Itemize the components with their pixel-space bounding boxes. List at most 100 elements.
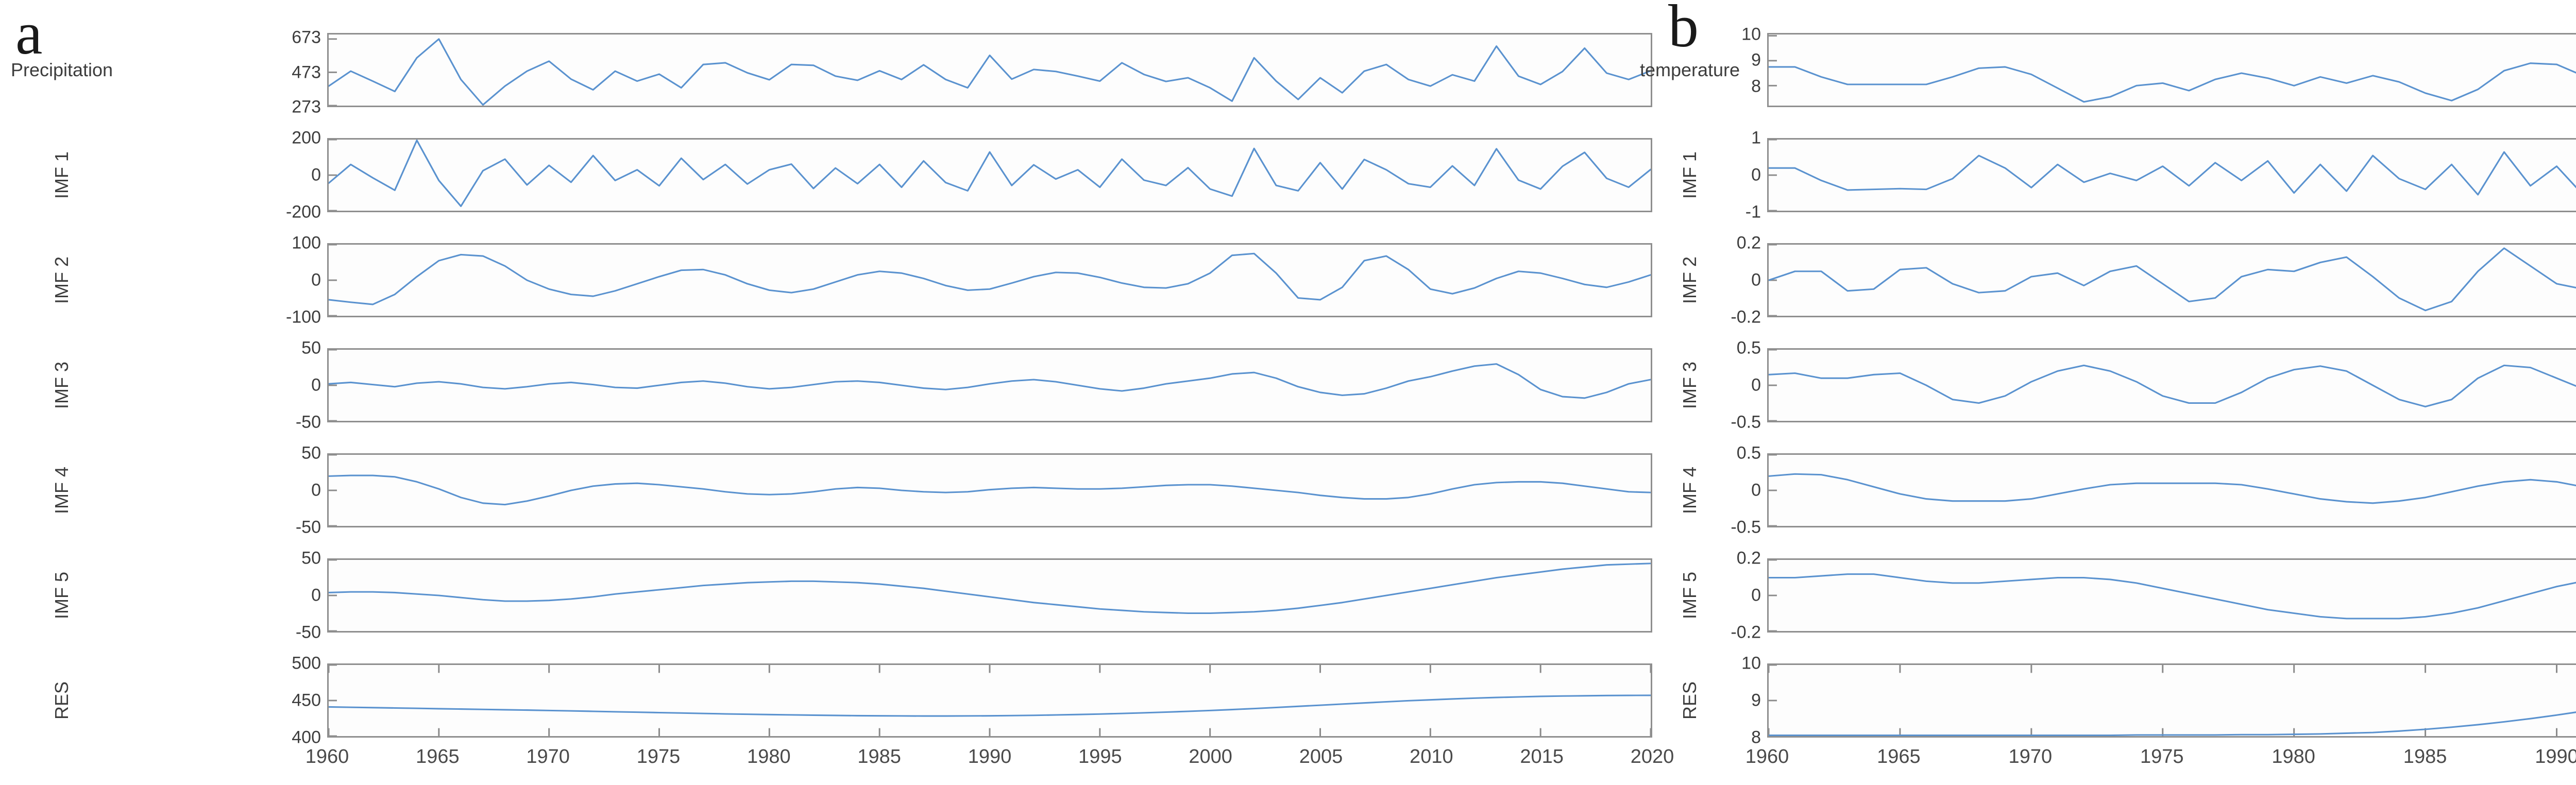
plot-area-a-row-5 [327, 558, 1652, 633]
y-tick-label: 0 [311, 270, 321, 290]
plot-area-b-row-3 [1767, 348, 2576, 422]
y-tick-labels: 0.2 0 -0.2 [1723, 233, 1767, 327]
x-tick-label: 1990 [2535, 746, 2576, 767]
y-tick-label: -1 [1745, 202, 1761, 222]
plot-area-a-row-2 [327, 243, 1652, 317]
y-tick-label: 0.2 [1736, 548, 1761, 568]
y-axis-label-text: Precipitation [10, 59, 113, 80]
y-axis-label-text: IMF 3 [1679, 361, 1700, 409]
y-tick-labels: 1 0 -1 [1723, 128, 1767, 222]
plot-area-a-row-3 [327, 348, 1652, 422]
y-tick-label: 200 [292, 128, 321, 148]
x-tick-label: 1990 [968, 746, 1012, 767]
x-tick-label: 1965 [1877, 746, 1921, 767]
y-tick-label: 450 [292, 690, 321, 710]
y-tick-label: 8 [1751, 76, 1761, 96]
panel-b-letter: b [1668, 0, 1699, 60]
y-tick-label: -50 [295, 622, 321, 642]
y-axis-label-text: IMF 4 [1679, 466, 1700, 515]
y-tick-label: 400 [292, 727, 321, 747]
data-line-imf-5 [329, 562, 1651, 615]
plot-area-b-row-5 [1767, 558, 2576, 633]
y-axis-label-text: IMF 1 [1679, 151, 1700, 199]
y-tick-label: 0 [311, 480, 321, 500]
y-tick-label: 0 [311, 585, 321, 605]
y-tick-label: 9 [1751, 50, 1761, 70]
y-tick-label: 0 [1751, 165, 1761, 185]
plot-area-b-row-4 [1767, 453, 2576, 527]
x-tick-label: 1965 [416, 746, 460, 767]
y-axis-label-text: RES [51, 681, 72, 720]
y-tick-label: 0 [311, 375, 321, 395]
data-line-imf-3 [1769, 364, 2576, 407]
data-line-precipitation [329, 38, 1651, 106]
y-tick-label: -100 [285, 307, 321, 327]
y-axis-label-res: RES [1656, 663, 1723, 738]
y-tick-label: 0 [1751, 375, 1761, 395]
y-tick-label: -50 [295, 412, 321, 432]
data-line-imf-2 [1769, 247, 2576, 312]
y-tick-label: 0.5 [1736, 338, 1761, 358]
y-axis-label-temperature: temperature [1640, 33, 1740, 107]
data-line-temperature [1769, 62, 2576, 103]
x-tick-label: 1980 [2272, 746, 2315, 767]
y-tick-labels: 10 9 8 [1723, 654, 1767, 747]
y-tick-label: 273 [292, 97, 321, 117]
data-line-imf-1 [1769, 151, 2576, 196]
data-line-imf-1 [329, 140, 1651, 207]
plot-area-a-row-0 [327, 33, 1652, 107]
y-tick-label: -0.5 [1731, 412, 1761, 432]
y-axis-label-imf-2: IMF 2 [0, 243, 124, 317]
panel-a-letter: a [15, 0, 43, 67]
y-axis-label-text: IMF 2 [50, 256, 72, 304]
x-tick-label: 2010 [1410, 746, 1453, 767]
y-tick-labels: 50 0 -50 [124, 338, 327, 432]
x-tick-label: 1985 [857, 746, 901, 767]
y-tick-label: 0 [1751, 270, 1761, 290]
y-axis-label-text: IMF 4 [50, 466, 72, 515]
y-tick-label: 100 [292, 233, 321, 253]
panel-a-precipitation-decomposition: Precipitation 673 473 273 IMF 1 200 0 -200 IMF 2… [0, 28, 1674, 777]
x-tick-label: 2020 [1630, 746, 1674, 767]
data-line-imf-5 [1769, 573, 2576, 620]
y-tick-labels: 100 0 -100 [124, 233, 327, 327]
y-axis-label-imf-5: IMF 5 [0, 558, 124, 633]
y-tick-label: 1 [1751, 128, 1761, 148]
data-line-imf-2 [329, 252, 1651, 305]
plot-area-a-row-6 [327, 663, 1652, 738]
plot-area-b-row-6 [1767, 663, 2576, 738]
y-tick-label: 10 [1741, 653, 1761, 673]
y-tick-label: 500 [292, 653, 321, 673]
y-axis-label-imf-2: IMF 2 [1656, 243, 1723, 317]
y-tick-label: 9 [1751, 690, 1761, 710]
y-tick-label: 0 [1751, 480, 1761, 500]
plot-area-b-row-0 [1767, 33, 2576, 107]
y-tick-labels: 50 0 -50 [124, 443, 327, 537]
data-line-imf-4 [329, 474, 1651, 506]
y-axis-label-text: temperature [1639, 59, 1740, 80]
plot-area-a-row-4 [327, 453, 1652, 527]
y-axis-label-text: IMF 3 [50, 361, 72, 409]
y-tick-label: -50 [295, 517, 321, 537]
y-tick-label: -0.2 [1731, 622, 1761, 642]
y-tick-label: 473 [292, 62, 321, 82]
y-axis-label-imf-1: IMF 1 [0, 138, 124, 212]
y-tick-label: -0.5 [1731, 517, 1761, 537]
y-axis-label-imf-4: IMF 4 [1656, 453, 1723, 527]
y-axis-label-text: IMF 1 [50, 151, 72, 199]
y-tick-labels: 0.5 0 -0.5 [1723, 443, 1767, 537]
x-tick-label: 1970 [2008, 746, 2053, 767]
y-tick-label: 10 [1741, 24, 1761, 44]
y-tick-labels: 50 0 -50 [124, 549, 327, 642]
x-tick-label: 2005 [1299, 746, 1343, 767]
y-axis-label-imf-1: IMF 1 [1656, 138, 1723, 212]
data-line-res [1769, 711, 2576, 736]
y-tick-label: 0 [311, 165, 321, 185]
plot-area-a-row-1 [327, 138, 1652, 212]
y-axis-label-imf-3: IMF 3 [0, 348, 124, 422]
y-axis-label-text: IMF 5 [1679, 571, 1700, 620]
y-tick-label: 50 [301, 548, 321, 568]
y-axis-label-imf-4: IMF 4 [0, 453, 124, 527]
x-axis-year-labels: 1960 1965 1970 1975 1980 1985 1990 1995 2000 2005… [306, 746, 1674, 777]
panel-b-temperature-decomposition: temperature 10 9 8 IMF 1 1 0 -1 IMF 2 0.2 0 -0.2 IMF… [1640, 0, 2576, 785]
